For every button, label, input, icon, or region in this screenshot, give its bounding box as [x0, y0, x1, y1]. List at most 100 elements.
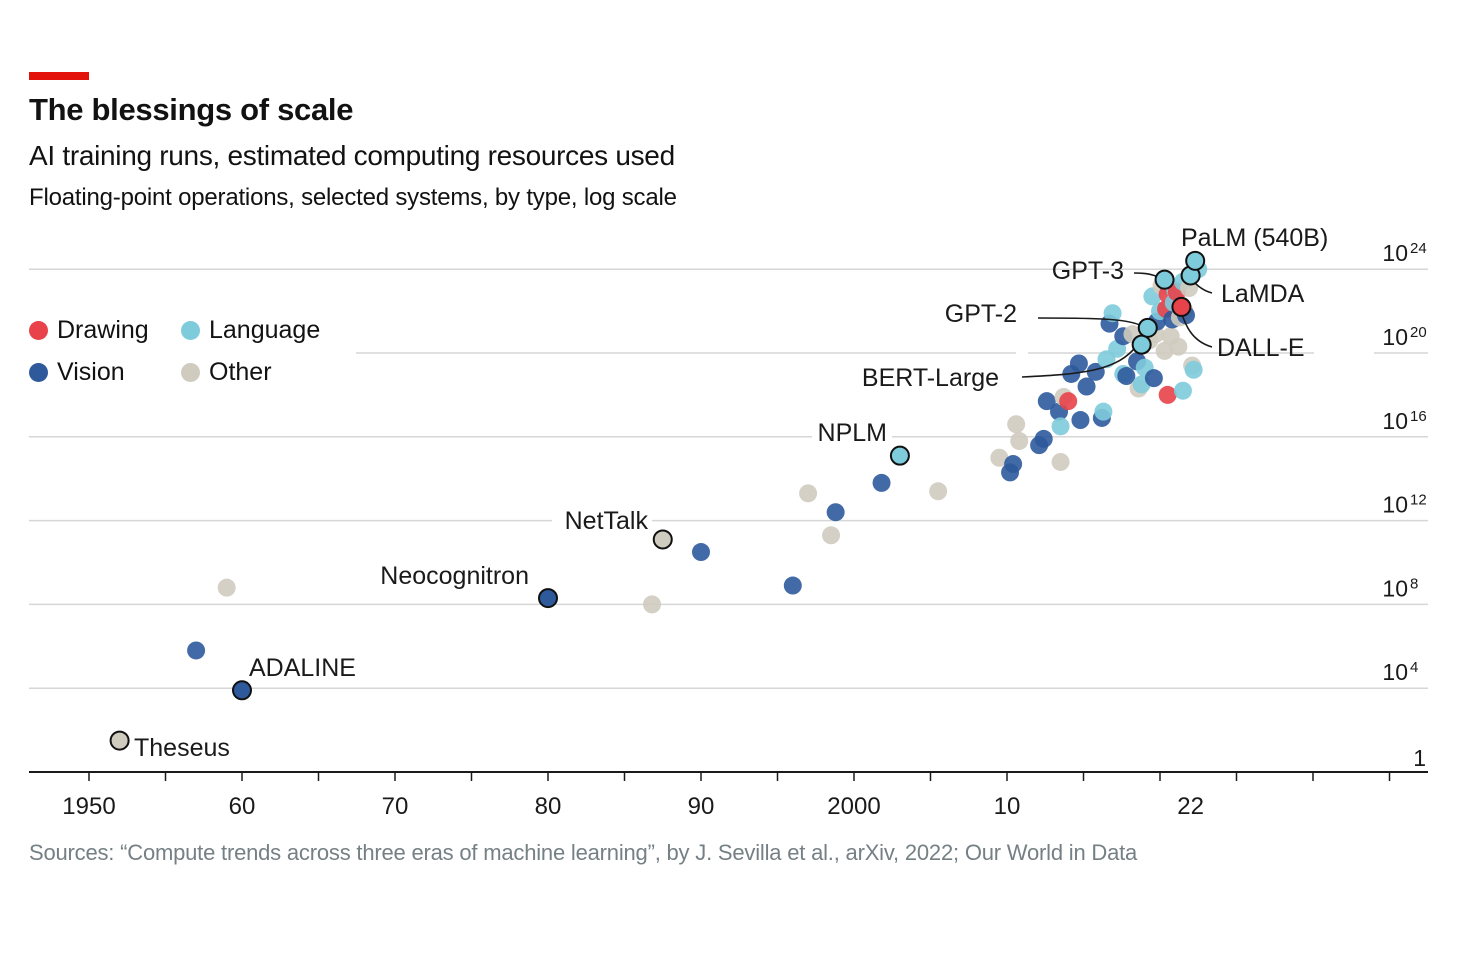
highlight-point-theseus: [109, 730, 130, 751]
y-tick-exponent: 20: [1410, 324, 1427, 341]
data-point-language: [1103, 304, 1122, 323]
legend-label-drawing: Drawing: [57, 316, 149, 344]
data-point-other: [990, 448, 1009, 467]
data-point-other: [1155, 341, 1174, 360]
data-point-drawing: [1158, 385, 1177, 404]
chart-title: The blessings of scale: [29, 92, 354, 127]
y-tick-label: 10: [1382, 659, 1408, 685]
data-point-vision: [1117, 367, 1136, 386]
gridlines: [29, 268, 1428, 689]
x-axis: 1950 60 70 80 90 2000 10 22: [29, 771, 1428, 820]
data-point-vision: [872, 473, 891, 492]
highlight-point-neocognitron: [538, 588, 558, 609]
point-label-lamda: LaMDA: [1221, 280, 1305, 308]
data-point-vision: [1034, 429, 1053, 448]
point-label-gpt-2: GPT-2: [945, 300, 1017, 328]
y-tick-exponent: 8: [1410, 575, 1418, 592]
data-point-other: [1007, 415, 1026, 434]
data-point-other: [643, 595, 662, 614]
y-tick-label: 1: [1413, 745, 1426, 771]
data-point-other: [1051, 452, 1070, 471]
legend-item-other: Other: [181, 358, 272, 387]
legend-item-language: Language: [181, 316, 320, 345]
highlight-point-bert-large: [1131, 334, 1152, 355]
data-point-vision: [1037, 392, 1056, 411]
data-point-vision: [1144, 369, 1163, 388]
legend-item-drawing: Drawing: [29, 316, 149, 345]
y-tick-exponent: 4: [1410, 659, 1418, 676]
grid-gap: [812, 431, 892, 445]
chart-description: Floating-point operations, selected syst…: [29, 184, 677, 211]
data-point-vision: [783, 576, 802, 595]
data-point-language: [1094, 402, 1113, 421]
source-note: Sources: “Compute trends across three er…: [29, 840, 1138, 865]
highlight-point-palm-540b: [1185, 250, 1206, 271]
legend-label-language: Language: [209, 316, 321, 344]
point-label-adaline: ADALINE: [249, 654, 356, 682]
data-point-other: [1010, 431, 1029, 450]
legend-item-vision: Vision: [29, 358, 125, 387]
y-tick-label: 10: [1382, 408, 1408, 434]
chart-subtitle: AI training runs, estimated computing re…: [29, 140, 675, 171]
point-label-dall-e: DALL-E: [1217, 334, 1305, 362]
highlight-point-nettalk: [652, 529, 673, 550]
data-point-language: [1173, 381, 1192, 400]
brand-red-bar: [29, 72, 89, 80]
legend-swatch-drawing: [29, 321, 48, 340]
legend-swatch-other: [181, 363, 200, 382]
highlight-point-gpt-2: [1137, 317, 1158, 338]
x-tick-label: 10: [994, 793, 1021, 820]
highlight-point-adaline: [232, 680, 252, 701]
x-tick-label: 1950: [62, 793, 115, 820]
grid-gap: [1016, 346, 1028, 360]
data-point-language: [1051, 417, 1070, 436]
y-tick-exponent: 24: [1410, 240, 1427, 257]
data-point-other: [1169, 337, 1188, 356]
x-tick-label: 22: [1177, 793, 1204, 820]
data-point-vision: [826, 503, 845, 522]
data-point-vision: [1077, 377, 1096, 396]
data-point-vision: [692, 543, 710, 562]
data-point-language: [1184, 360, 1203, 379]
highlight-point-gpt-3: [1154, 269, 1175, 290]
y-tick-exponent: 16: [1410, 408, 1427, 425]
point-label-nplm: NPLM: [818, 419, 887, 447]
data-point-drawing: [1059, 392, 1078, 411]
y-tick-label: 10: [1382, 492, 1408, 518]
data-point-vision: [187, 641, 206, 660]
highlight-point-nplm: [889, 445, 910, 466]
data-point-vision: [1004, 455, 1023, 474]
y-tick-exponent: 12: [1410, 492, 1427, 509]
data-point-other: [822, 526, 841, 545]
legend-label-vision: Vision: [57, 358, 125, 386]
point-label-neocognitron: Neocognitron: [380, 562, 529, 590]
data-point-vision: [1069, 354, 1088, 373]
data-point-vision: [1086, 362, 1105, 381]
point-label-nettalk: NetTalk: [565, 507, 649, 535]
x-tick-label: 2000: [827, 793, 880, 820]
x-tick-label: 60: [229, 793, 256, 820]
y-tick-label: 10: [1382, 324, 1408, 350]
grid-gap: [552, 514, 652, 528]
points: [187, 260, 1208, 660]
legend-swatch-vision: [29, 363, 48, 382]
x-tick-label: 70: [382, 793, 409, 820]
y-tick-label: 10: [1382, 240, 1408, 266]
data-point-other: [929, 482, 948, 501]
data-point-vision: [1071, 411, 1090, 430]
point-label-palm-540b: PaLM (540B): [1181, 224, 1328, 252]
legend-label-other: Other: [209, 358, 272, 386]
x-tick-label: 80: [535, 793, 562, 820]
highlight-point-dall-e: [1171, 296, 1192, 317]
x-tick-label: 90: [688, 793, 715, 820]
legend-swatch-language: [181, 321, 200, 340]
point-label-gpt-3: GPT-3: [1052, 257, 1124, 285]
grid-gap: [1314, 346, 1374, 360]
leader-line-bert-large: [1021, 343, 1139, 378]
data-point-other: [799, 484, 818, 503]
data-point-other: [217, 578, 236, 597]
point-label-bert-large: BERT-Large: [862, 364, 999, 392]
labeled-points: Theseus ADALINE Neocognitron NetTalk NPLM BER…: [109, 224, 1328, 762]
